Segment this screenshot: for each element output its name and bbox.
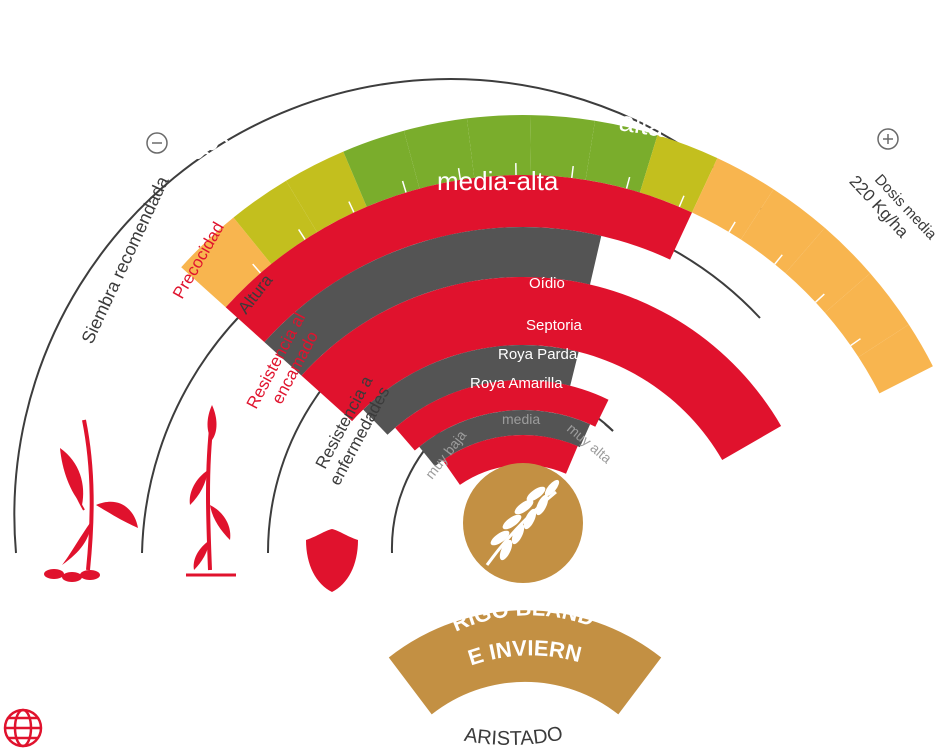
gauge-tick-high: [604, 423, 614, 432]
calendar-tick: [678, 195, 685, 208]
bar-label-roya-amarilla: Roya Amarilla: [470, 375, 563, 392]
wheat-ear-icon: [463, 463, 583, 583]
calendar-segment: [530, 115, 595, 180]
calendar-segment: [639, 135, 718, 213]
month-label-ene: ene: [586, 0, 640, 15]
calendar-segment: [403, 118, 475, 189]
calendar-tick: [297, 229, 306, 240]
month-label-sep: sep: [183, 113, 235, 168]
trait-bar: [301, 276, 782, 460]
product-type: ARISTADO: [463, 723, 565, 750]
calendar-months: ene: [586, 0, 640, 15]
bar-label-alta: alta: [617, 105, 667, 143]
calendar-tick: [815, 293, 825, 303]
calendar-months: sep: [183, 113, 235, 168]
shield-icon: [306, 529, 358, 592]
calendar-tick: [728, 221, 736, 233]
calendar-tick: [401, 180, 407, 193]
calendar-segment: [466, 115, 531, 178]
plant-height-icon: [186, 405, 236, 577]
globe-icon: [3, 708, 43, 748]
calendar-months: nov: [370, 0, 423, 21]
calendar-tick: [252, 263, 262, 274]
trait-bar: [363, 344, 579, 435]
trait-bar: [442, 434, 578, 485]
calendar-segment: [286, 151, 367, 233]
month-label-mar: mar: [762, 75, 818, 132]
trait-bar: [395, 379, 609, 451]
calendar-segment: [740, 189, 825, 274]
calendar-segment: [343, 130, 420, 207]
bar-label-oidio: Oídio: [529, 275, 565, 292]
calendar-segment: [585, 120, 658, 193]
calendar-segment: [181, 217, 272, 308]
calendar-months: oct: [264, 33, 313, 81]
calendar-segment: [785, 227, 871, 313]
month-label-oct: oct: [264, 33, 313, 81]
wheat-spike-seeds-icon: [44, 419, 138, 582]
dose-label: Dosis media 220 Kg/ha: [846, 159, 937, 259]
month-label-feb: feb: [684, 11, 734, 58]
minus-icon: [146, 132, 168, 154]
calendar-segment: [233, 180, 317, 265]
guide-arc-siembra: [13, 78, 796, 554]
calendar-segment: [824, 273, 909, 358]
category-siembra: Siembra recomendada: [77, 172, 173, 346]
calendar-segment: [692, 158, 774, 240]
gauge-label-mid: media: [502, 411, 540, 427]
calendar-tick: [850, 338, 861, 347]
sowing-calendar: [181, 115, 933, 394]
trait-bar: [225, 175, 692, 343]
bar-label-muy-alta: muy alta: [625, 236, 727, 305]
calendar-months: feb: [684, 11, 734, 58]
calendar-tick: [571, 165, 574, 179]
plus-icon: [877, 128, 899, 150]
bar-label-roya-parda: Roya Parda: [498, 346, 578, 363]
bar-label-media-alta: media-alta: [437, 166, 559, 196]
calendar-months: mar: [762, 75, 818, 132]
calendar-segment: [858, 324, 933, 394]
calendar-tick: [774, 254, 783, 265]
trait-bar: [419, 410, 591, 467]
bar-label-septoria: Septoria: [526, 317, 583, 334]
product-ribbon: [388, 610, 662, 715]
calendar-tick: [625, 176, 631, 189]
trait-bars: [225, 175, 782, 485]
trait-bar: [264, 226, 602, 376]
calendar-tick: [457, 167, 462, 181]
month-label-nov: nov: [370, 0, 423, 21]
calendar-tick: [348, 201, 355, 213]
